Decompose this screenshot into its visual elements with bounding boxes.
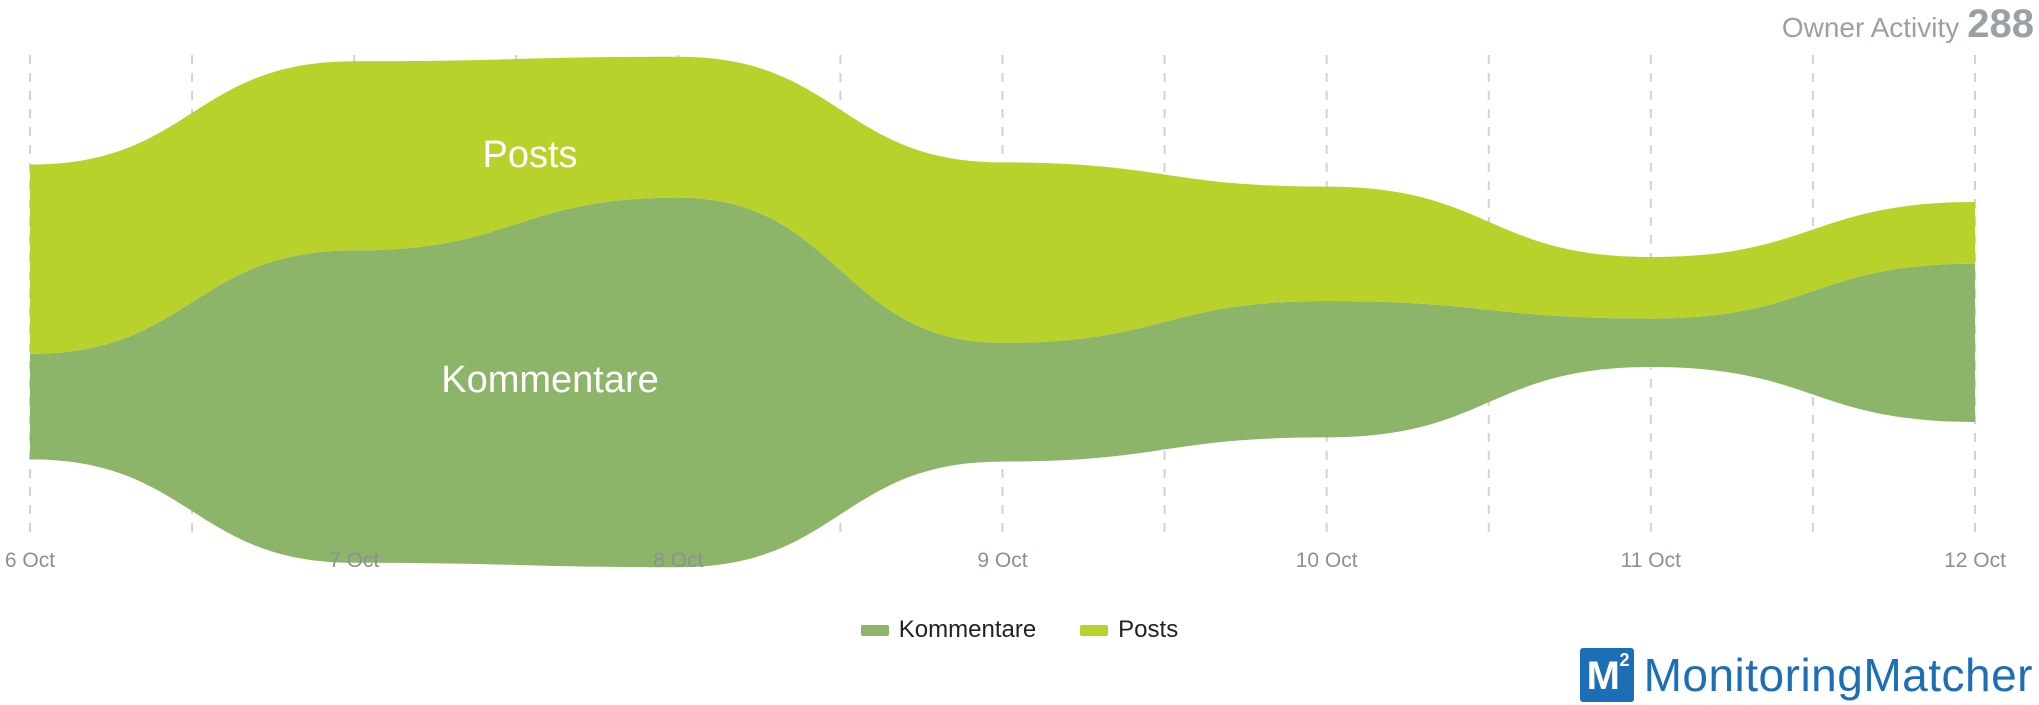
legend: Kommentare Posts bbox=[0, 616, 2039, 644]
streamgraph-chart: 6 Oct 7 Oct 8 Oct 9 Oct 10 Oct 11 Oct 12 Oct Po… bbox=[5, 55, 2006, 572]
x-tick-label: 12 Oct bbox=[1944, 549, 2006, 572]
brand-name: MonitoringMatcher bbox=[1643, 649, 2033, 701]
x-tick-label: 10 Oct bbox=[1296, 549, 1358, 572]
brand-logo-icon: M 2 bbox=[1579, 648, 1634, 702]
legend-label-posts: Posts bbox=[1118, 616, 1179, 643]
legend-item-kommentare[interactable]: Kommentare bbox=[860, 616, 1037, 644]
legend-swatch-posts bbox=[1080, 624, 1109, 636]
legend-item-posts[interactable]: Posts bbox=[1080, 616, 1178, 644]
legend-swatch-kommentare bbox=[860, 624, 889, 636]
legend-label-kommentare: Kommentare bbox=[898, 616, 1037, 643]
annotation-posts: Posts bbox=[482, 134, 577, 176]
annotation-kommentare: Kommentare bbox=[441, 359, 659, 401]
series-area-kommentare bbox=[30, 197, 1975, 568]
x-tick-label: 6 Oct bbox=[5, 549, 55, 572]
x-tick-label: 11 Oct bbox=[1621, 549, 1681, 572]
series-area-posts bbox=[30, 56, 1975, 354]
x-tick-label: 9 Oct bbox=[977, 549, 1027, 572]
header-label: Owner Activity bbox=[1781, 12, 1960, 43]
x-tick-label: 8 Oct bbox=[653, 549, 703, 572]
chart-header: Owner Activity 288 bbox=[1782, 2, 2034, 47]
brand-logo: M 2 MonitoringMatcher bbox=[1579, 648, 2033, 702]
x-tick-label: 7 Oct bbox=[329, 549, 379, 572]
header-count: 288 bbox=[1967, 2, 2034, 46]
